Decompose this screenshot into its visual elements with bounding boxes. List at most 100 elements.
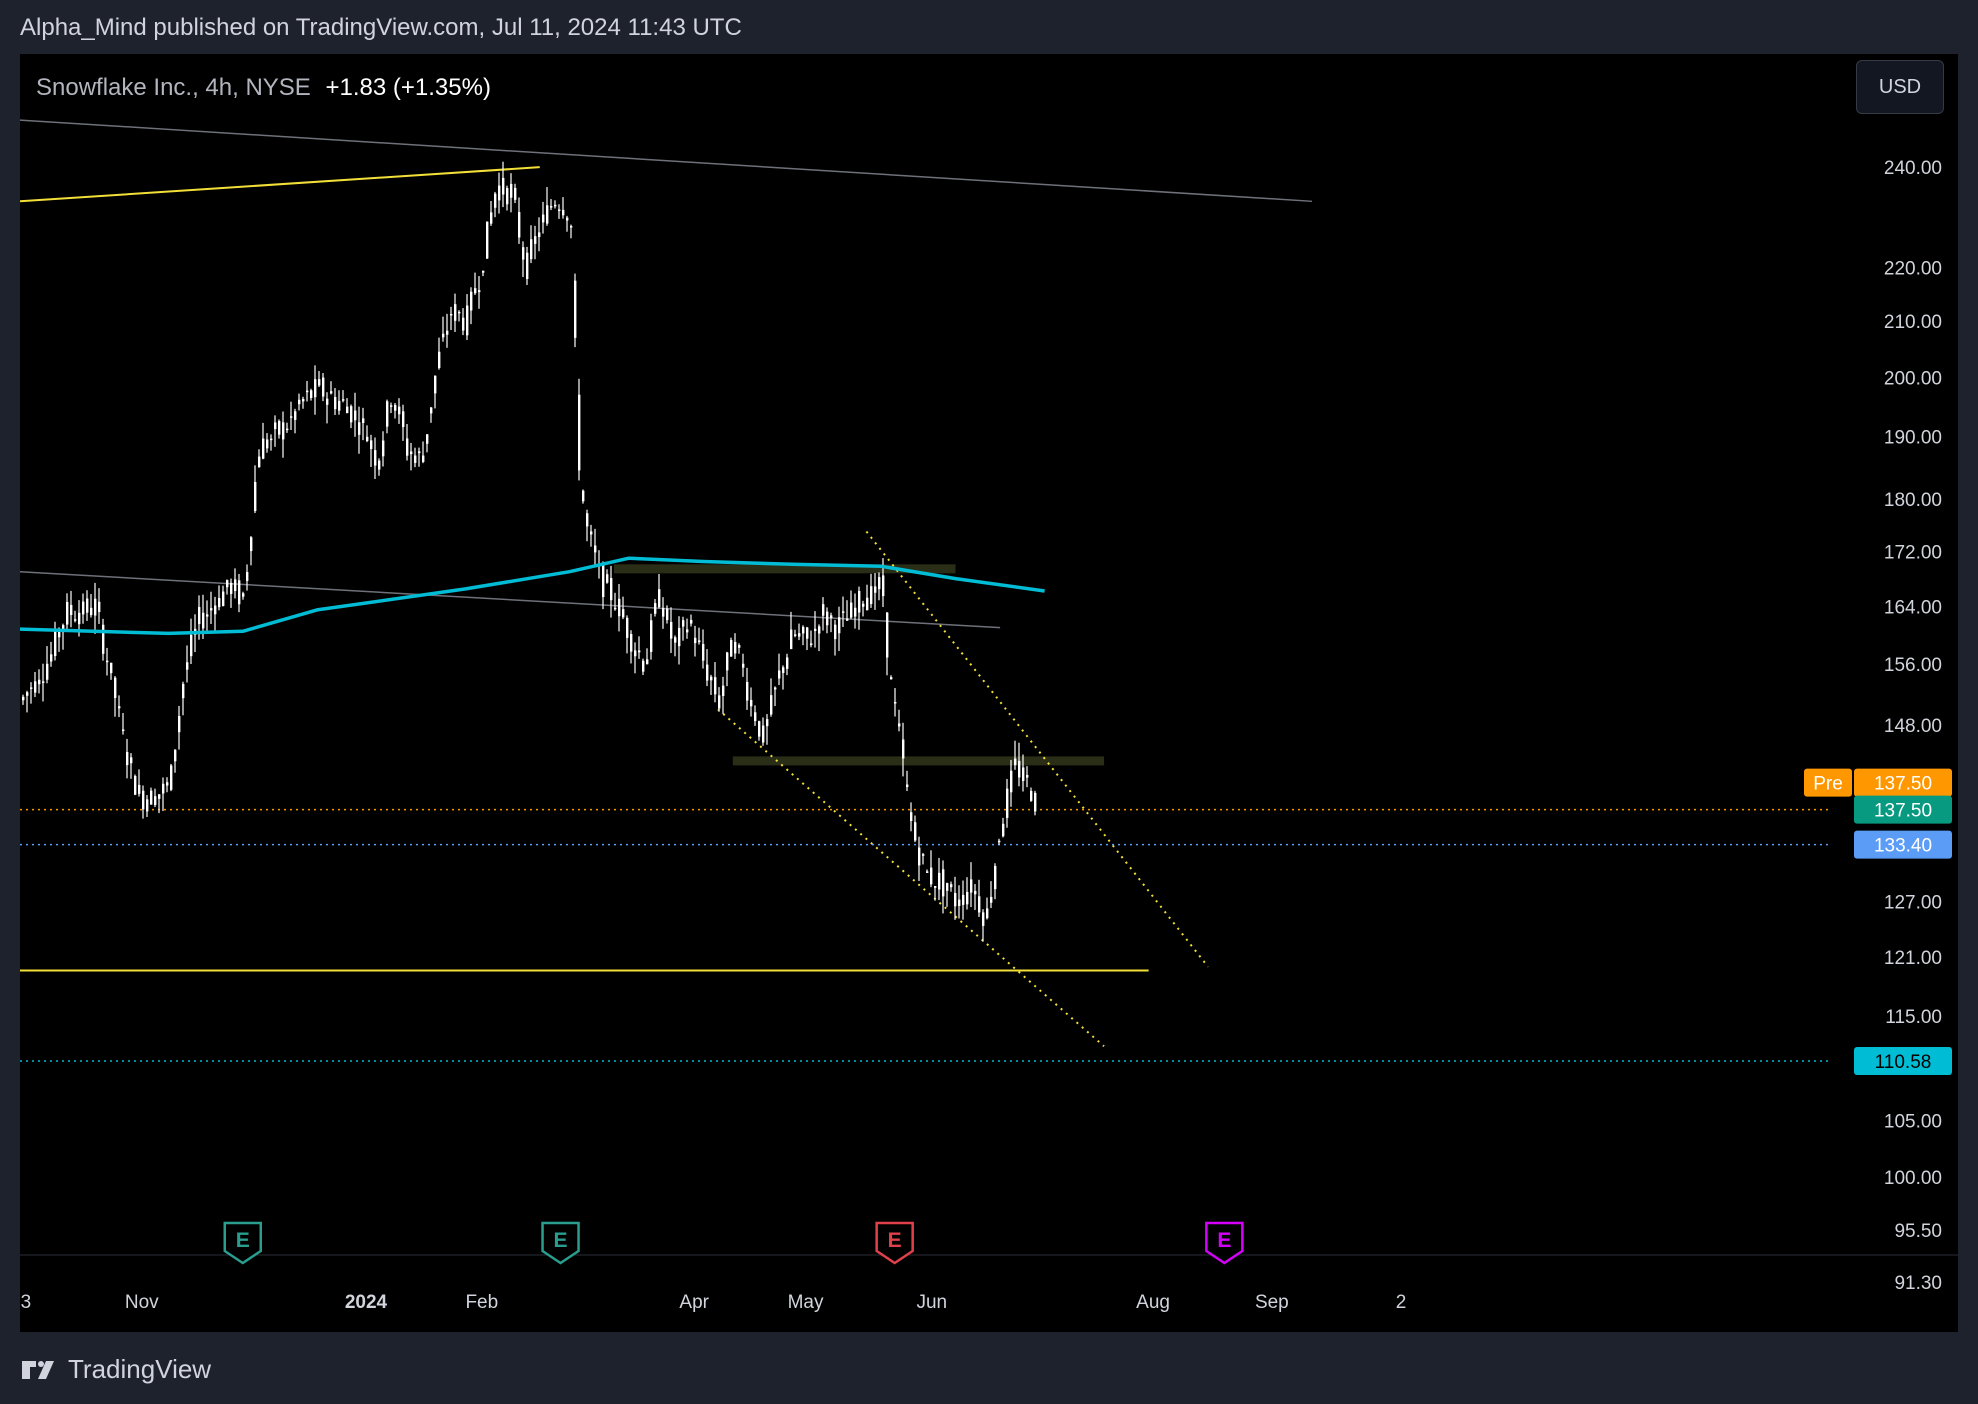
candle-body — [922, 854, 925, 856]
candle-body — [674, 637, 677, 643]
candle-body — [174, 749, 177, 762]
candle-body — [970, 879, 973, 893]
candle-body — [306, 390, 309, 393]
candle-body — [850, 602, 853, 618]
candle-body — [798, 633, 801, 637]
candle-body — [1002, 823, 1005, 837]
candle-body — [698, 640, 701, 643]
channel-upper-dotted-line[interactable] — [865, 530, 1209, 968]
earnings-marker-label[interactable]: E — [554, 1229, 568, 1252]
candle-body — [378, 460, 381, 470]
candle-body — [894, 701, 897, 704]
premarket-price-tag — [1854, 768, 1952, 797]
candle-body — [814, 628, 817, 632]
candle-body — [974, 890, 977, 895]
x-axis-tick-label: Nov — [125, 1292, 159, 1313]
candle-body — [458, 311, 461, 314]
candle-body — [658, 589, 661, 608]
candle-body — [22, 696, 25, 701]
x-axis-tick-label: Sep — [1255, 1292, 1289, 1313]
candle-body — [946, 883, 949, 891]
candle-body — [898, 723, 901, 727]
candle-body — [66, 601, 69, 625]
candle-body — [450, 313, 453, 316]
candle-body — [386, 401, 389, 427]
candle-body — [746, 682, 749, 701]
candle-body — [666, 608, 669, 621]
candle-body — [766, 719, 769, 727]
y-axis-tick-label: 164.00 — [1884, 597, 1942, 618]
last-price-label: 137.50 — [1874, 801, 1932, 822]
upper-gray-resistance-line[interactable] — [20, 119, 1312, 203]
candle-body — [162, 783, 165, 794]
candle-body — [830, 615, 833, 619]
candle-body — [518, 212, 521, 238]
candle-body — [886, 612, 889, 658]
candle-body — [662, 607, 665, 617]
candle-body — [890, 677, 893, 680]
candle-body — [654, 603, 657, 614]
candle-body — [574, 280, 577, 338]
supply-zone[interactable] — [614, 564, 956, 574]
candle-body — [758, 721, 761, 737]
candle-body — [470, 291, 473, 311]
channel-lower-dotted-line[interactable] — [717, 708, 1105, 1048]
earnings-marker-label[interactable]: E — [1217, 1229, 1231, 1252]
candle-body — [294, 411, 297, 420]
candle-body — [314, 379, 317, 398]
candle-body — [962, 894, 965, 905]
earnings-past-miss-icon[interactable] — [875, 1221, 914, 1265]
y-axis-tick-label: 190.00 — [1884, 428, 1942, 449]
candle-body — [618, 598, 621, 617]
chart-frame[interactable]: 240.00 220.00 210.00 200.00 190.00 180.00 172.… — [20, 54, 1958, 1332]
price-chart[interactable]: 240.00 220.00 210.00 200.00 190.00 180.00 172.… — [20, 54, 1958, 1332]
candle-body — [86, 598, 89, 613]
price-change: +1.83 (+1.35%) — [325, 74, 491, 101]
candle-body — [182, 683, 185, 699]
premarket-tag-label: Pre — [1813, 774, 1843, 795]
earnings-upcoming-icon[interactable] — [1205, 1221, 1244, 1265]
candle-body — [878, 577, 881, 590]
candle-body — [258, 456, 261, 468]
candle-body — [278, 421, 281, 435]
earnings-marker-label[interactable]: E — [888, 1229, 902, 1252]
candle-body — [998, 840, 1001, 843]
earnings-past-icon[interactable] — [541, 1221, 580, 1265]
breakout-zone[interactable] — [732, 756, 1105, 766]
y-axis-tick-label: 240.00 — [1884, 158, 1942, 179]
yellow-top-trendline-line[interactable] — [20, 166, 540, 203]
earnings-marker-label[interactable]: E — [236, 1229, 250, 1252]
candle-body — [1014, 758, 1017, 766]
candle-body — [646, 659, 649, 665]
candle-body — [390, 405, 393, 407]
candle-body — [202, 612, 205, 629]
mid-gray-trendline-line[interactable] — [20, 570, 1001, 629]
candle-body — [918, 847, 921, 866]
candle-body — [98, 601, 101, 613]
candle-body — [966, 891, 969, 905]
candle-body — [34, 681, 37, 693]
candle-body — [102, 624, 105, 654]
candle-body — [818, 626, 821, 634]
earnings-past-icon[interactable] — [223, 1221, 262, 1265]
alert-price-label: 133.40 — [1874, 836, 1932, 857]
currency-button[interactable]: USD — [1856, 60, 1944, 114]
candle-body — [642, 660, 645, 672]
candle-body — [382, 440, 385, 457]
candle-body — [466, 305, 469, 336]
candle-body — [1026, 774, 1029, 778]
footer-brand: TradingView — [20, 1354, 211, 1385]
y-axis-tick-label: 121.00 — [1884, 948, 1942, 969]
candle-body — [858, 590, 861, 613]
candle-body — [990, 896, 993, 903]
candle-body — [330, 391, 333, 394]
candle-body — [366, 436, 369, 441]
candle-body — [754, 712, 757, 722]
candle-body — [238, 580, 241, 605]
candle-body — [250, 537, 253, 552]
candle-body — [134, 776, 137, 795]
candle-body — [882, 575, 885, 597]
candle-body — [322, 377, 325, 397]
candle-body — [370, 440, 373, 450]
moving-average-line[interactable] — [20, 556, 1045, 636]
